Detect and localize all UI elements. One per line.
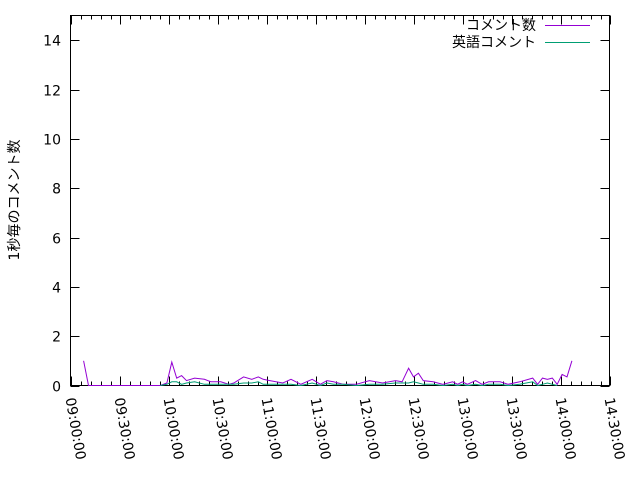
legend: コメント数 英語コメント [452,18,590,51]
x-tick-label: 10:00:00 [160,396,187,461]
series-group [84,361,572,386]
y-tick-label: 6 [52,232,61,248]
series-line-0 [84,361,572,386]
legend-label-0: コメント数 [466,18,536,34]
x-axis: 09:00:00 09:30:00 10:00:00 10:30:00 11:00:00… [62,16,628,462]
x-tick-label: 11:00:00 [258,396,285,461]
y-tick-label: 2 [52,330,61,346]
x-tick-label: 14:30:00 [601,396,628,461]
legend-label-1: 英語コメント [452,34,536,51]
x-tick-label: 12:30:00 [405,396,432,461]
y-tick-label: 10 [43,133,61,149]
x-tick-label: 10:30:00 [209,396,236,461]
plot-frame [71,16,610,386]
y-tick-label: 8 [52,182,61,198]
y-tick-label: 14 [43,34,61,50]
x-tick-label: 14:00:00 [552,396,579,461]
x-tick-label: 13:30:00 [503,396,530,461]
y-tick-label: 12 [43,84,61,100]
y-axis: 0 2 4 6 8 10 12 14 [43,34,609,396]
y-axis-label: 1秒毎のコメント数 [7,140,23,261]
x-tick-label: 12:00:00 [356,396,383,461]
x-tick-label: 11:30:00 [307,396,334,461]
x-tick-label: 09:30:00 [111,396,138,461]
x-tick-label: 13:00:00 [454,396,481,461]
y-tick-label: 4 [52,281,61,297]
x-tick-label: 09:00:00 [62,396,89,461]
y-tick-label: 0 [52,380,61,396]
